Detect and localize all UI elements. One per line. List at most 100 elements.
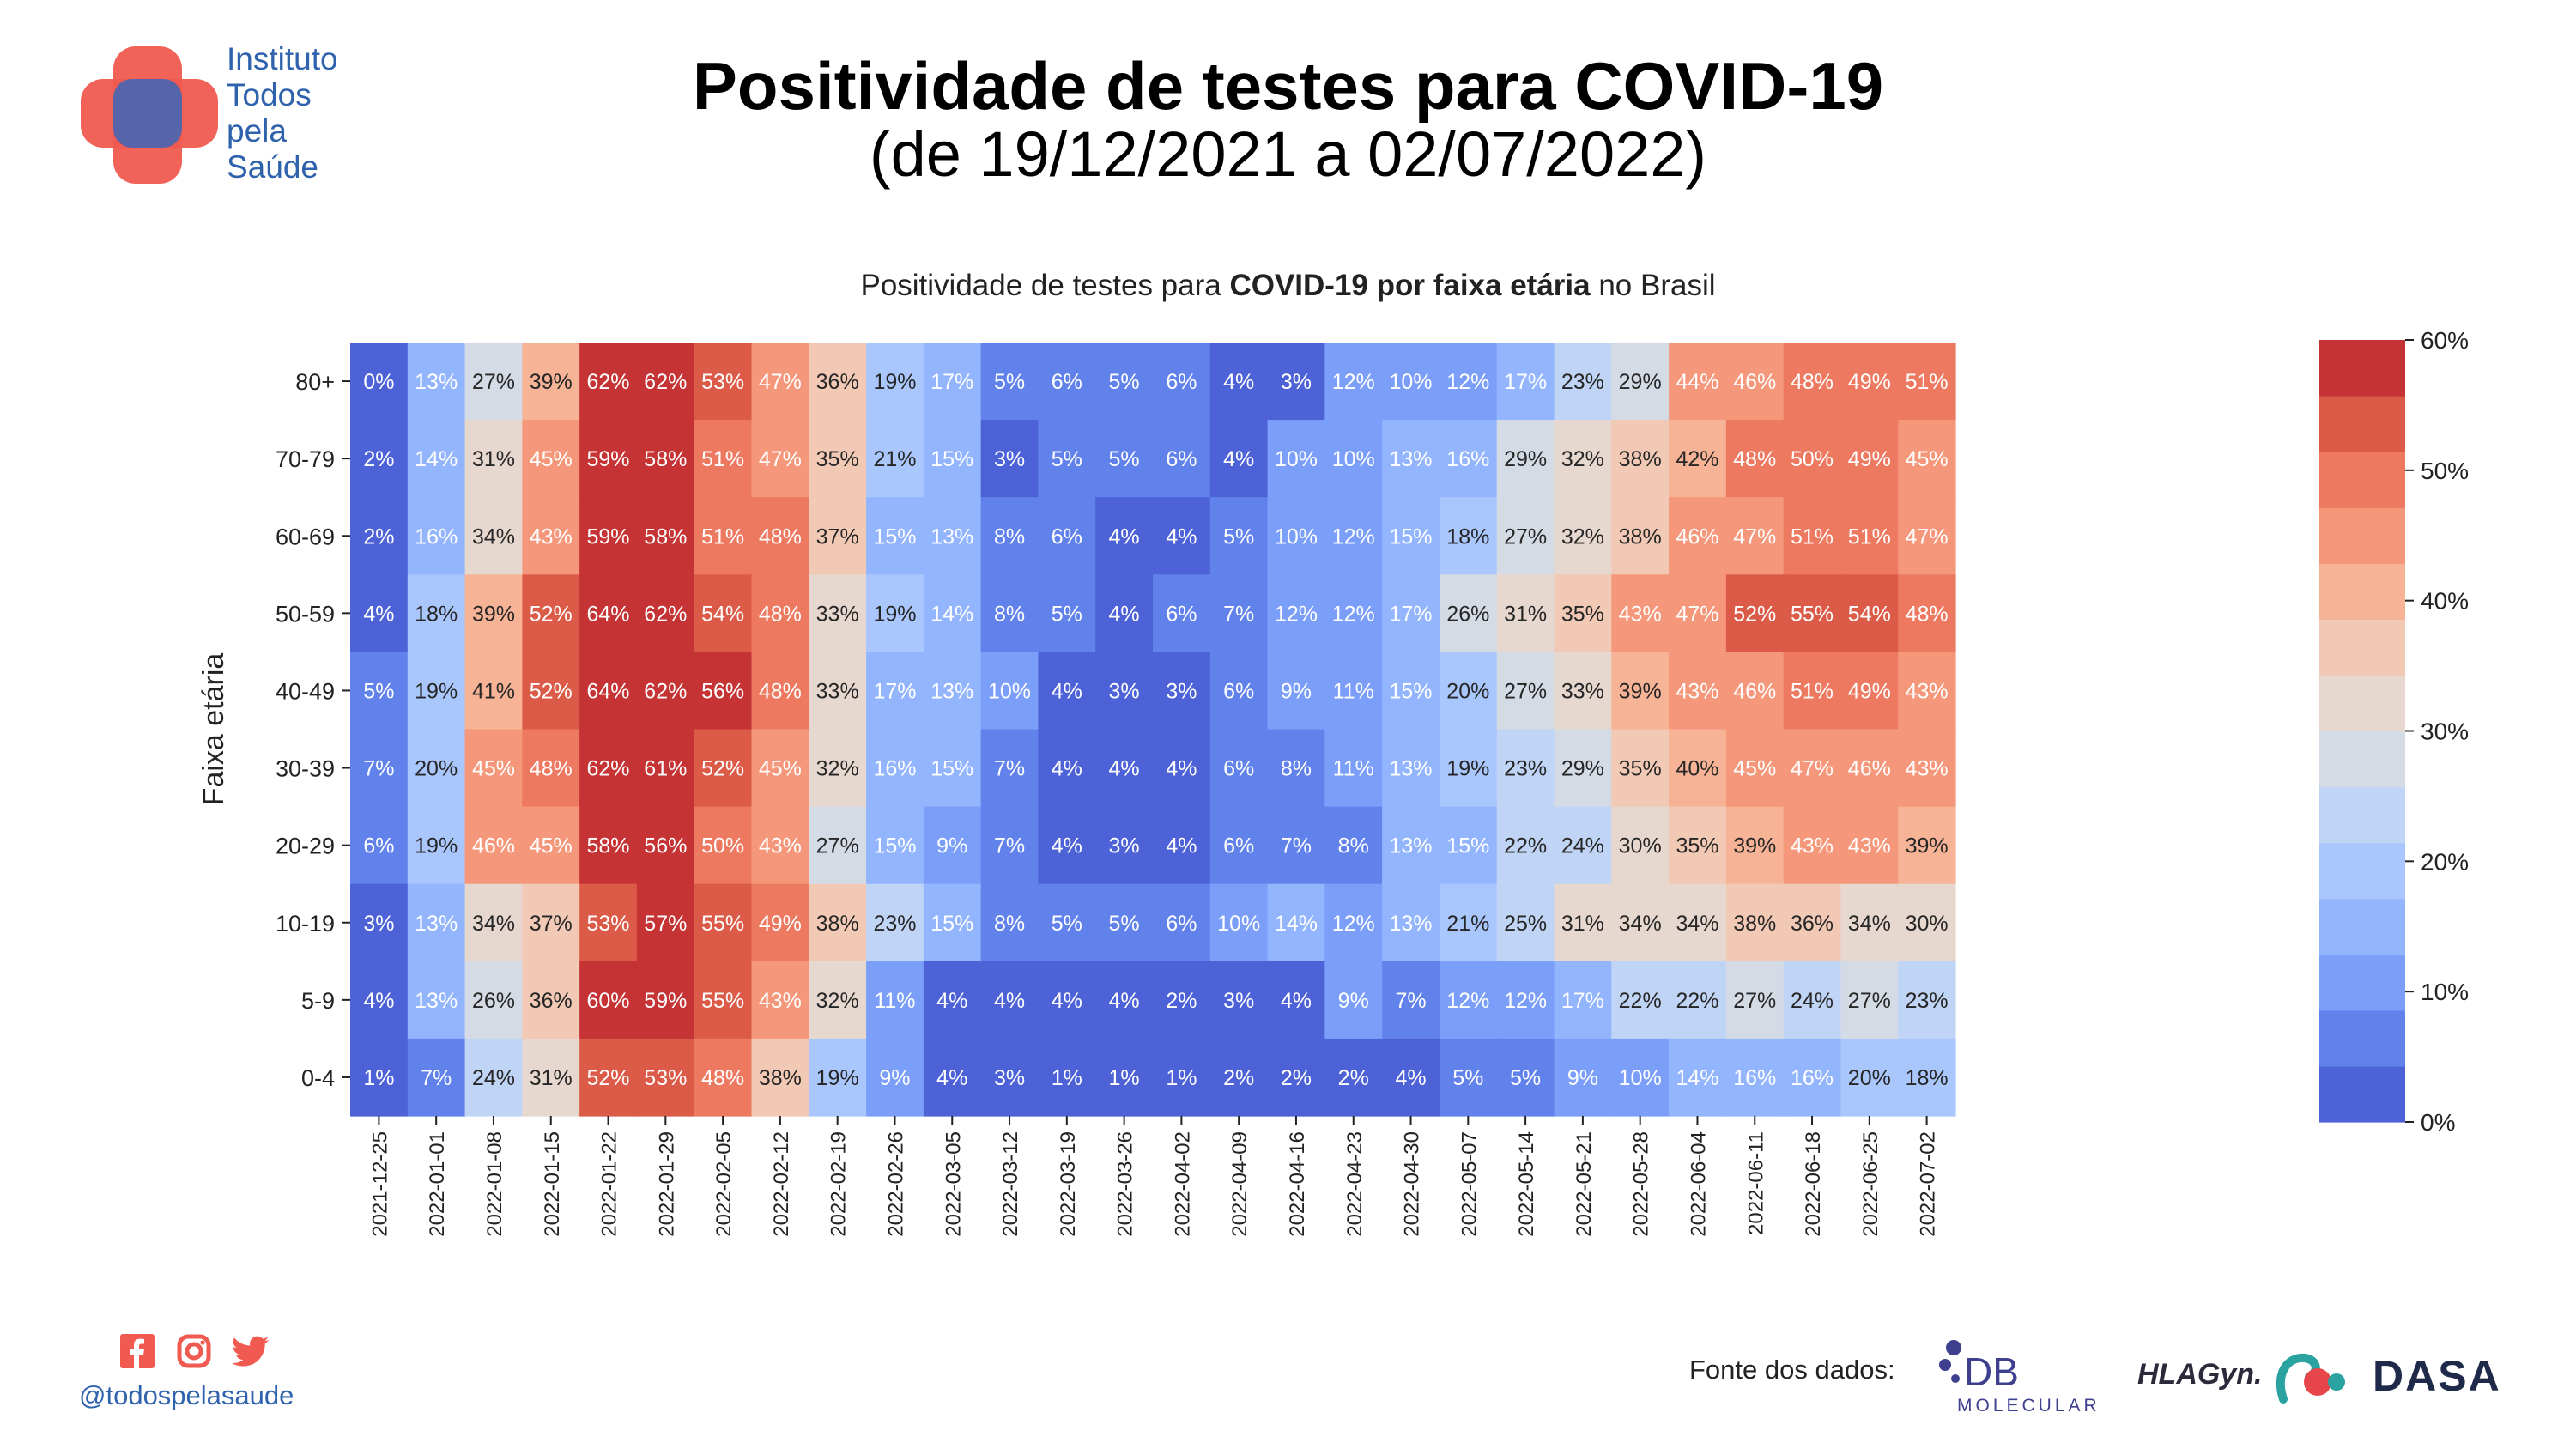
cell-label: 14% [1275, 912, 1318, 936]
heatmap-cell [1783, 883, 1842, 962]
cell-label: 8% [1281, 757, 1312, 781]
facebook-icon[interactable] [120, 1334, 155, 1368]
cell-label: 16% [1446, 447, 1489, 471]
cell-label: 2% [363, 524, 394, 549]
heatmap-cell [407, 1038, 466, 1117]
colorbar-segment [2319, 731, 2405, 788]
heatmap-cell [350, 961, 409, 1040]
cell-label: 24% [1561, 834, 1604, 858]
heatmap-cell [980, 652, 1039, 731]
heatmap-cell [464, 343, 523, 421]
twitter-icon[interactable] [232, 1336, 270, 1368]
cell-label: 48% [1791, 370, 1834, 394]
cell-label: 48% [530, 757, 573, 781]
y-tick-label: 40-49 [276, 678, 335, 704]
cell-label: 31% [530, 1066, 573, 1090]
heatmap-cell [1153, 497, 1211, 575]
y-tick-label: 5-9 [301, 988, 335, 1014]
cell-label: 34% [1676, 912, 1718, 936]
cell-label: 43% [1619, 602, 1662, 626]
heatmap-cell [923, 574, 982, 652]
heatmap-cell [1669, 420, 1727, 498]
cell-label: 12% [1275, 602, 1318, 626]
heatmap-cell [464, 652, 523, 731]
cell-label: 52% [530, 602, 573, 626]
cell-label: 9% [1281, 679, 1312, 703]
cell-label: 8% [994, 602, 1025, 626]
cell-label: 33% [816, 602, 859, 626]
x-tick-label: 2022-03-19 [1057, 1131, 1080, 1237]
heatmap-cell [1840, 497, 1899, 575]
cell-label: 12% [1332, 602, 1375, 626]
heatmap-cell [579, 806, 638, 885]
heatmap-cell [1267, 1038, 1325, 1117]
cell-label: 4% [1166, 834, 1197, 858]
heatmap-cell [1611, 343, 1670, 421]
y-tick-label: 60-69 [276, 524, 335, 549]
cell-label: 9% [936, 834, 967, 858]
heatmap-cell [1038, 497, 1096, 575]
cell-label: 38% [816, 912, 859, 936]
cell-label: 54% [701, 602, 744, 626]
heatmap-cell [1209, 574, 1269, 652]
heatmap-cell [579, 652, 638, 731]
cell-label: 6% [1052, 524, 1082, 549]
x-tick-label: 2022-02-26 [884, 1131, 907, 1237]
heatmap-cell [1209, 883, 1269, 962]
heatmap-cell [636, 343, 695, 421]
heatmap-cell [1554, 497, 1612, 575]
cell-label: 36% [1791, 912, 1834, 936]
heatmap-cell [636, 497, 695, 575]
cell-label: 62% [587, 757, 630, 781]
heatmap-cell [923, 729, 982, 808]
cell-label: 49% [1848, 679, 1891, 703]
social-handle[interactable]: @todospelasaude [79, 1380, 294, 1410]
x-tick-label: 2022-01-08 [483, 1131, 506, 1237]
cell-label: 11% [1333, 679, 1374, 703]
cell-label: 4% [363, 989, 394, 1013]
cell-label: 31% [1561, 912, 1604, 936]
cell-label: 38% [759, 1066, 802, 1090]
heatmap-cell [350, 729, 409, 808]
cell-label: 38% [1733, 912, 1776, 936]
hlagyn-logo-text: HLAGyn. [2137, 1358, 2262, 1391]
cell-label: 20% [415, 757, 458, 781]
brand-name: Instituto Todos pela Saúde [227, 41, 338, 185]
cell-label: 19% [816, 1066, 859, 1090]
instagram-icon[interactable] [177, 1334, 211, 1368]
cell-label: 5% [1109, 370, 1140, 394]
x-tick-label: 2021-12-25 [368, 1131, 391, 1237]
heatmap-cell [1267, 420, 1325, 498]
cell-label: 3% [994, 1066, 1025, 1090]
cell-label: 17% [1390, 602, 1433, 626]
heatmap-cell [350, 420, 409, 498]
heatmap-cell [694, 497, 753, 575]
heatmap-cell [464, 497, 523, 575]
heatmap-cell [407, 652, 466, 731]
cell-label: 57% [644, 912, 687, 936]
heatmap-cell [1669, 729, 1727, 808]
heatmap-cell [980, 574, 1039, 652]
heatmap-cell [1439, 574, 1498, 652]
y-tick-label: 50-59 [276, 601, 335, 627]
cell-label: 15% [873, 834, 916, 858]
cell-label: 17% [1504, 370, 1547, 394]
cell-label: 6% [1166, 370, 1197, 394]
cell-label: 6% [363, 834, 394, 858]
cell-label: 17% [1561, 989, 1604, 1013]
cell-label: 43% [1906, 679, 1949, 703]
y-tick-label: 80+ [295, 369, 335, 395]
cell-label: 47% [1676, 602, 1718, 626]
heatmap-cell [636, 961, 695, 1040]
cell-label: 18% [1906, 1066, 1949, 1090]
x-tick-label: 2022-03-12 [999, 1131, 1022, 1237]
cell-label: 3% [363, 912, 394, 936]
cell-label: 12% [1446, 370, 1489, 394]
heatmap-cell [809, 420, 867, 498]
cell-label: 5% [1109, 447, 1140, 471]
institute-logo [81, 46, 218, 184]
heatmap-cell [1898, 343, 1956, 421]
cell-label: 48% [759, 524, 802, 549]
cell-label: 27% [1733, 989, 1776, 1013]
cell-label: 45% [1906, 447, 1949, 471]
